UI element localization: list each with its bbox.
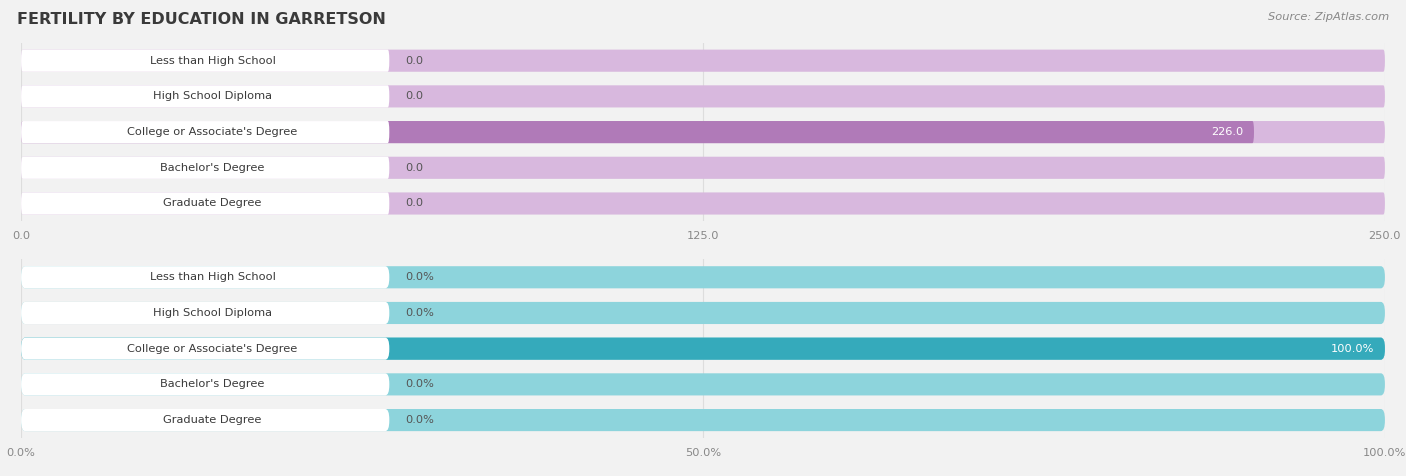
FancyBboxPatch shape	[21, 302, 389, 324]
Text: High School Diploma: High School Diploma	[153, 308, 273, 318]
FancyBboxPatch shape	[21, 85, 389, 108]
FancyBboxPatch shape	[21, 50, 1385, 72]
Text: High School Diploma: High School Diploma	[153, 91, 273, 101]
FancyBboxPatch shape	[21, 192, 1385, 215]
FancyBboxPatch shape	[21, 157, 1385, 179]
Text: 100.0%: 100.0%	[1330, 344, 1374, 354]
Text: Graduate Degree: Graduate Degree	[163, 198, 262, 208]
FancyBboxPatch shape	[21, 373, 1385, 396]
FancyBboxPatch shape	[21, 157, 389, 179]
FancyBboxPatch shape	[21, 373, 389, 396]
FancyBboxPatch shape	[21, 121, 1385, 143]
FancyBboxPatch shape	[21, 409, 389, 431]
Text: College or Associate's Degree: College or Associate's Degree	[128, 344, 298, 354]
FancyBboxPatch shape	[21, 266, 389, 288]
Text: 0.0: 0.0	[406, 91, 423, 101]
FancyBboxPatch shape	[21, 409, 1385, 431]
FancyBboxPatch shape	[21, 302, 1385, 324]
Text: Source: ZipAtlas.com: Source: ZipAtlas.com	[1268, 12, 1389, 22]
Text: 0.0%: 0.0%	[406, 379, 434, 389]
Text: Graduate Degree: Graduate Degree	[163, 415, 262, 425]
Text: 0.0%: 0.0%	[406, 415, 434, 425]
Text: Bachelor's Degree: Bachelor's Degree	[160, 379, 264, 389]
FancyBboxPatch shape	[21, 121, 1254, 143]
Text: 0.0%: 0.0%	[406, 308, 434, 318]
Text: Less than High School: Less than High School	[149, 272, 276, 282]
FancyBboxPatch shape	[21, 337, 389, 360]
FancyBboxPatch shape	[21, 337, 1385, 360]
Text: Bachelor's Degree: Bachelor's Degree	[160, 163, 264, 173]
Text: 0.0: 0.0	[406, 56, 423, 66]
Text: College or Associate's Degree: College or Associate's Degree	[128, 127, 298, 137]
Text: FERTILITY BY EDUCATION IN GARRETSON: FERTILITY BY EDUCATION IN GARRETSON	[17, 12, 385, 27]
Text: 0.0%: 0.0%	[406, 272, 434, 282]
Text: 226.0: 226.0	[1211, 127, 1243, 137]
FancyBboxPatch shape	[21, 121, 389, 143]
Text: 0.0: 0.0	[406, 198, 423, 208]
FancyBboxPatch shape	[21, 85, 1385, 108]
FancyBboxPatch shape	[21, 192, 389, 215]
FancyBboxPatch shape	[21, 50, 389, 72]
Text: 0.0: 0.0	[406, 163, 423, 173]
FancyBboxPatch shape	[21, 266, 1385, 288]
FancyBboxPatch shape	[21, 337, 1385, 360]
Text: Less than High School: Less than High School	[149, 56, 276, 66]
